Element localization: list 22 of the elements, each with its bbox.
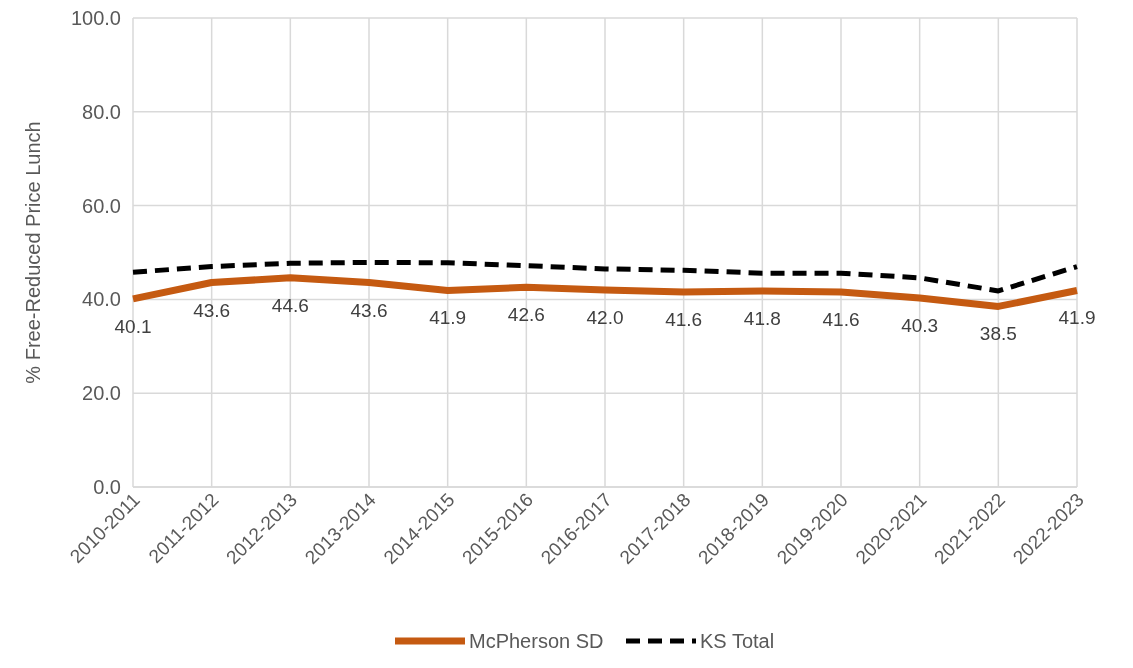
data-label: 42.0 xyxy=(586,307,624,329)
data-label: 42.6 xyxy=(507,304,545,326)
y-tick-label: 40.0 xyxy=(82,288,121,311)
data-label: 41.9 xyxy=(1058,307,1096,329)
y-tick-label: 20.0 xyxy=(82,382,121,405)
y-tick-label: 60.0 xyxy=(82,194,121,217)
data-label: 43.6 xyxy=(350,299,388,321)
y-tick-label: 80.0 xyxy=(82,100,121,123)
legend-label: KS Total xyxy=(700,630,775,652)
data-label: 40.1 xyxy=(114,315,152,337)
y-tick-label: 0.0 xyxy=(93,476,121,498)
data-label: 41.8 xyxy=(743,307,781,329)
data-label: 41.9 xyxy=(429,307,467,329)
data-label: 41.6 xyxy=(822,308,860,330)
y-tick-label: 100.0 xyxy=(70,7,121,29)
data-label: 44.6 xyxy=(271,294,309,316)
data-label: 38.5 xyxy=(979,323,1017,345)
data-label: 43.6 xyxy=(193,299,231,321)
data-label: 40.3 xyxy=(901,314,939,336)
y-axis-title: % Free-Reduced Price Lunch xyxy=(22,121,44,384)
legend-label: McPherson SD xyxy=(469,630,604,652)
data-label: 41.6 xyxy=(665,308,703,330)
